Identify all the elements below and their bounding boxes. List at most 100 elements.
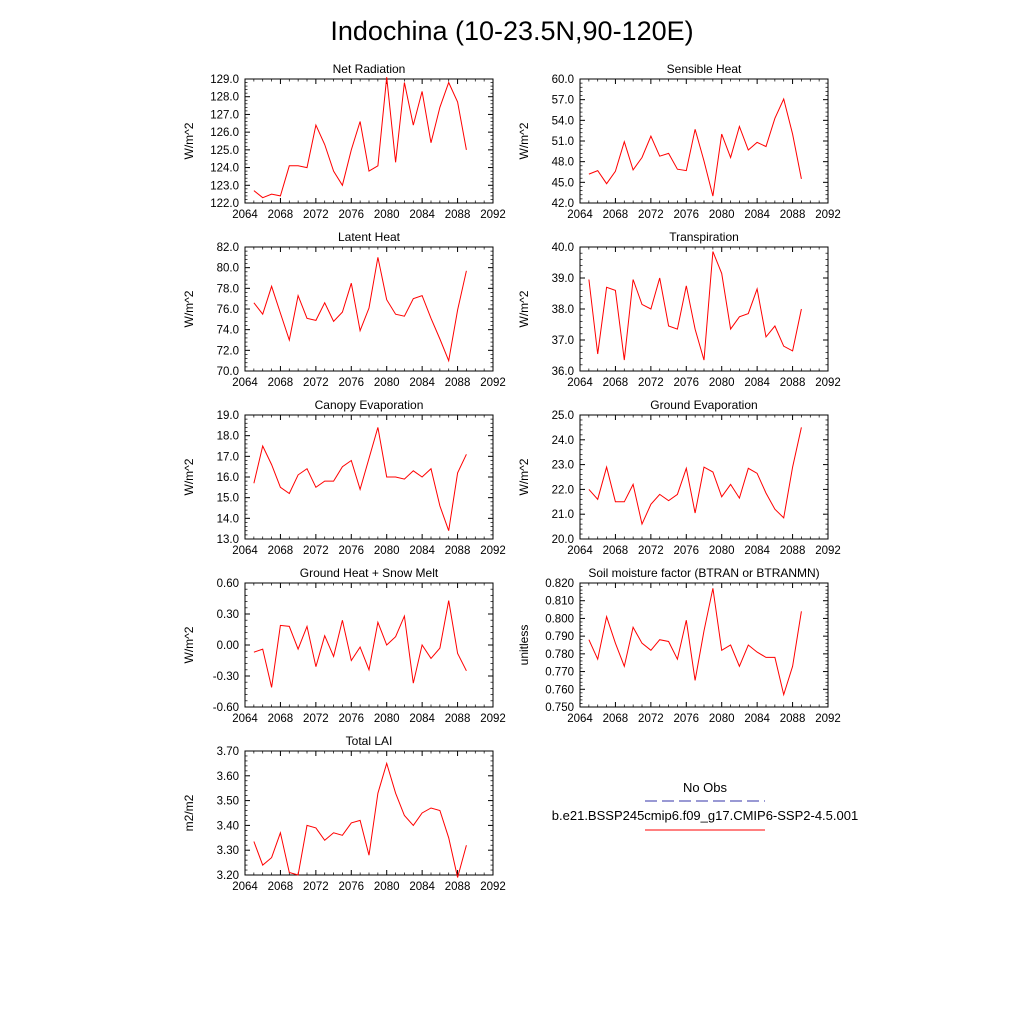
x-tick-label: 2088: [445, 209, 471, 221]
y-tick-label: 72.0: [217, 345, 239, 357]
series-line: [588, 588, 802, 697]
y-tick-label: 20.0: [552, 534, 574, 546]
panel-title: Latent Heat: [338, 230, 401, 244]
plot-frame: [579, 78, 829, 204]
y-tick-label: 13.0: [217, 534, 239, 546]
y-axis-label: W/m^2: [517, 122, 531, 159]
x-tick-label: 2080: [374, 209, 400, 221]
y-tick-label: -0.30: [213, 671, 239, 683]
y-tick-label: 0.810: [545, 596, 574, 608]
x-tick-label: 2088: [780, 209, 806, 221]
x-tick-label: 2068: [603, 545, 629, 557]
x-tick-label: 2084: [409, 209, 435, 221]
x-tick-label: 2088: [445, 713, 471, 725]
x-tick-label: 2064: [567, 209, 593, 221]
y-tick-label: 37.0: [552, 335, 574, 347]
panel-4: Transpiration W/m^2 2064 2068 2072 2076 2080 20…: [517, 230, 841, 389]
y-axis-label: unitless: [517, 625, 531, 666]
x-tick-label: 2080: [709, 377, 735, 389]
y-tick-label: 16.0: [217, 472, 239, 484]
y-tick-label: 123.0: [210, 180, 239, 192]
x-tick-label: 2076: [338, 209, 364, 221]
x-tick-label: 2064: [232, 377, 258, 389]
y-tick-label: 124.0: [210, 163, 239, 175]
x-tick-label: 2088: [445, 545, 471, 557]
x-tick-label: 2076: [338, 377, 364, 389]
y-tick-label: 127.0: [210, 109, 239, 121]
legend-obs-label: No Obs: [683, 780, 728, 795]
y-tick-label: 3.70: [217, 746, 239, 758]
y-tick-label: 22.0: [552, 484, 574, 496]
y-tick-label: 3.40: [217, 820, 239, 832]
y-tick-label: 25.0: [552, 410, 574, 422]
x-tick-label: 2088: [445, 377, 471, 389]
x-tick-label: 2092: [480, 377, 506, 389]
y-axis-label: W/m^2: [517, 458, 531, 495]
y-tick-label: 0.820: [545, 578, 574, 590]
x-tick-label: 2072: [303, 377, 329, 389]
x-tick-label: 2068: [268, 545, 294, 557]
panel-5: Canopy Evaporation W/m^2 2064 2068 2072 2076 2…: [182, 398, 506, 557]
x-tick-label: 2084: [744, 209, 770, 221]
plot-frame: [244, 582, 494, 708]
x-tick-label: 2088: [780, 713, 806, 725]
legend: No Obs b.e21.BSSP245cmip6.f09_g17.CMIP6-…: [552, 780, 858, 831]
x-tick-label: 2092: [480, 713, 506, 725]
x-tick-label: 2072: [303, 545, 329, 557]
y-tick-label: 3.50: [217, 796, 239, 808]
y-tick-label: 36.0: [552, 366, 574, 378]
x-tick-label: 2076: [338, 881, 364, 893]
legend-case-label: b.e21.BSSP245cmip6.f09_g17.CMIP6-SSP2-4.…: [552, 808, 858, 823]
x-tick-label: 2084: [409, 713, 435, 725]
x-tick-label: 2080: [374, 545, 400, 557]
y-tick-label: 0.60: [217, 578, 239, 590]
x-tick-label: 2092: [480, 209, 506, 221]
panel-2: Sensible Heat W/m^2 2064 2068 2072 2076 2080 20…: [517, 62, 841, 221]
panel-9: Total LAI m2/m2 2064 2068 2072 2076 2080 2084 20…: [182, 734, 506, 893]
x-tick-label: 2064: [232, 209, 258, 221]
panel-title: Ground Evaporation: [650, 398, 757, 412]
y-tick-label: 3.20: [217, 870, 239, 882]
y-tick-label: 24.0: [552, 435, 574, 447]
y-tick-label: 129.0: [210, 74, 239, 86]
x-tick-label: 2076: [338, 545, 364, 557]
y-tick-label: 3.30: [217, 845, 239, 857]
x-tick-label: 2064: [232, 881, 258, 893]
x-tick-label: 2084: [744, 377, 770, 389]
y-tick-label: 51.0: [552, 136, 574, 148]
x-tick-label: 2088: [780, 377, 806, 389]
x-tick-label: 2072: [638, 545, 664, 557]
y-tick-label: 14.0: [217, 513, 239, 525]
x-tick-label: 2092: [815, 713, 841, 725]
x-tick-label: 2080: [709, 209, 735, 221]
y-tick-label: 125.0: [210, 145, 239, 157]
x-tick-label: 2084: [409, 545, 435, 557]
panel-3: Latent Heat W/m^2 2064 2068 2072 2076 2080 2084…: [182, 230, 506, 389]
x-tick-label: 2068: [603, 209, 629, 221]
plot-frame: [244, 750, 494, 876]
panel-title: Total LAI: [346, 734, 393, 748]
x-tick-label: 2068: [268, 377, 294, 389]
x-tick-label: 2080: [709, 545, 735, 557]
x-tick-label: 2064: [567, 545, 593, 557]
y-tick-label: 17.0: [217, 451, 239, 463]
y-tick-label: 18.0: [217, 431, 239, 443]
x-tick-label: 2072: [638, 377, 664, 389]
series-line: [253, 600, 467, 688]
plot-frame: [244, 246, 494, 372]
panel-1: Net Radiation W/m^2 2064 2068 2072 2076 2080 20…: [182, 62, 506, 221]
x-tick-label: 2092: [480, 545, 506, 557]
x-tick-label: 2088: [445, 881, 471, 893]
x-tick-label: 2068: [268, 209, 294, 221]
series-line: [253, 77, 467, 199]
series-line: [253, 427, 467, 531]
x-tick-label: 2076: [338, 713, 364, 725]
x-tick-label: 2072: [303, 713, 329, 725]
plot-frame: [579, 414, 829, 540]
x-tick-label: 2092: [815, 377, 841, 389]
y-tick-label: 0.780: [545, 649, 574, 661]
y-tick-label: 0.760: [545, 684, 574, 696]
y-tick-label: 3.60: [217, 771, 239, 783]
y-tick-label: 21.0: [552, 509, 574, 521]
panel-7: Ground Heat + Snow Melt W/m^2 2064 2068 2072…: [182, 566, 506, 725]
